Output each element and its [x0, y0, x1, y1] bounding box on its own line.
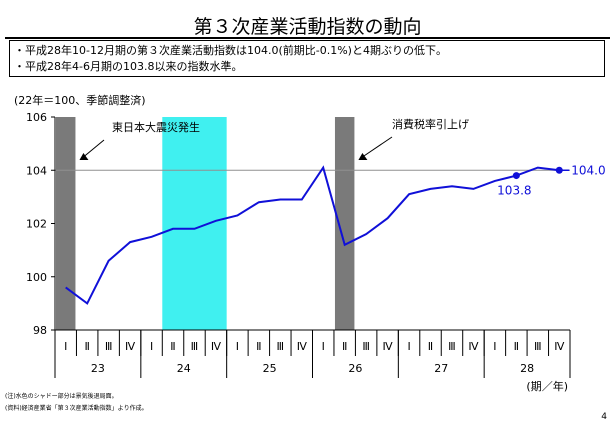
- year-label: 25: [263, 362, 277, 375]
- quarter-label: Ⅱ: [514, 340, 519, 353]
- event-bar: [56, 117, 76, 330]
- footnote-shadow: (注)水色のシャドー部分は景気後退局面。: [5, 393, 118, 400]
- quarter-label: Ⅳ: [468, 340, 479, 353]
- quarter-label: Ⅳ: [211, 340, 222, 353]
- year-label: 28: [520, 362, 534, 375]
- quarter-label: Ⅰ: [236, 340, 239, 353]
- quarter-label: Ⅲ: [191, 340, 199, 353]
- y-tick-label: 100: [26, 271, 47, 284]
- quarter-label: Ⅱ: [428, 340, 433, 353]
- quarter-label: Ⅳ: [297, 340, 308, 353]
- x-axis-label: (期／年): [526, 379, 568, 393]
- quarter-label: Ⅲ: [534, 340, 542, 353]
- quarter-label: Ⅰ: [64, 340, 67, 353]
- title-underline: [5, 37, 610, 39]
- recession-shade: [162, 117, 227, 330]
- y-tick-label: 106: [26, 111, 47, 124]
- event-arrowhead-tax: [358, 153, 368, 160]
- y-tick-label: 102: [26, 218, 47, 231]
- quarter-label: Ⅳ: [554, 340, 565, 353]
- quarter-label: Ⅱ: [84, 340, 89, 353]
- footnote-source: (資料)経済産業省「第３次産業活動指数」より作成。: [5, 405, 148, 412]
- year-label: 24: [177, 362, 191, 375]
- page-title: 第３次産業活動指数の動向: [193, 16, 422, 38]
- quarter-label: Ⅰ: [407, 340, 410, 353]
- quarter-label: Ⅳ: [383, 340, 394, 353]
- page-number: 4: [601, 412, 607, 422]
- event-arrow-tax: [362, 136, 393, 158]
- event-arrowhead-earthquake: [79, 153, 89, 160]
- quarter-label: Ⅱ: [170, 340, 175, 353]
- y-tick-label: 104: [26, 164, 47, 177]
- quarter-label: Ⅳ: [125, 340, 136, 353]
- event-label-earthquake: 東日本大震災発生: [112, 120, 200, 134]
- summary-bullet-2: ・平成28年4-6月期の103.8以来の指数水準。: [14, 60, 243, 73]
- data-label: 103.8: [497, 184, 531, 198]
- summary-box: ・平成28年10-12月期の第３次産業活動指数は104.0(前期比-0.1%)と…: [9, 40, 605, 77]
- highlight-point: [512, 172, 520, 180]
- quarter-label: Ⅰ: [493, 340, 496, 353]
- quarter-label: Ⅲ: [362, 340, 370, 353]
- quarter-label: Ⅰ: [322, 340, 325, 353]
- data-label: 104.0: [571, 163, 605, 177]
- year-label: 26: [348, 362, 362, 375]
- summary-bullet-1: ・平成28年10-12月期の第３次産業活動指数は104.0(前期比-0.1%)と…: [14, 44, 447, 57]
- quarter-label: Ⅱ: [256, 340, 261, 353]
- y-tick-label: 98: [33, 324, 47, 337]
- quarter-label: Ⅲ: [448, 340, 456, 353]
- quarter-label: Ⅱ: [342, 340, 347, 353]
- quarter-label: Ⅲ: [105, 340, 113, 353]
- quarter-label: Ⅲ: [277, 340, 285, 353]
- event-label-tax: 消費税率引上げ: [392, 117, 469, 131]
- unit-note: (22年＝100、季節調整済): [14, 94, 146, 107]
- quarter-label: Ⅰ: [150, 340, 153, 353]
- year-label: 23: [91, 362, 105, 375]
- year-label: 27: [434, 362, 448, 375]
- index-series-line: [65, 165, 560, 305]
- event-arrow-earthquake: [83, 139, 105, 158]
